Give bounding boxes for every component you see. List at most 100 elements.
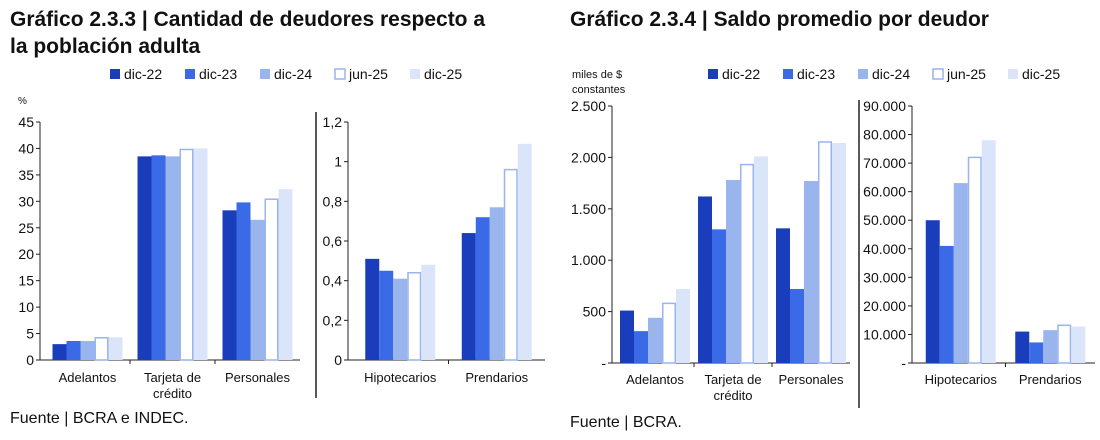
- chart-saldo-promedio: dic-22 dic-23 dic-24 jun-25 dic-25 miles de $…: [571, 66, 1095, 408]
- bar-dic-24: [804, 181, 818, 363]
- legend-label-dic-23: dic-23: [797, 66, 835, 82]
- x-tick-label: Tarjeta de: [144, 370, 201, 385]
- legend-label-dic-23: dic-23: [199, 66, 237, 82]
- bar-jun-25: [94, 337, 109, 361]
- legend-swatch-dic-22: [110, 69, 120, 79]
- figure-source: Fuente | BCRA e INDEC.: [10, 410, 189, 427]
- legend-label-dic-24: dic-24: [872, 66, 910, 82]
- y-tick-label: 50.000: [863, 212, 906, 228]
- legend-swatch-jun-25: [334, 68, 346, 80]
- x-tick-label: Hipotecarios: [925, 372, 998, 387]
- figure-title-line-1: Gráfico 2.3.3 | Cantidad de deudores res…: [10, 8, 486, 31]
- bar-jun-25: [503, 168, 518, 361]
- y-tick-label: 0: [26, 352, 34, 368]
- bar-dic-23: [790, 288, 804, 363]
- legend-label-dic-24: dic-24: [274, 66, 312, 82]
- y-tick-label: 0,8: [323, 193, 343, 209]
- y-tick-label: 30: [18, 193, 34, 209]
- x-tick-label: crédito: [713, 388, 752, 403]
- y-unit-label: %: [18, 96, 27, 107]
- legend-swatch-dic-24: [858, 69, 868, 79]
- figure-title-line-2: la población adulta: [10, 35, 201, 58]
- bar-dic-23: [66, 340, 81, 360]
- bar-dic-22: [137, 156, 152, 360]
- y-tick-label: 40: [18, 140, 34, 156]
- y-tick-label: 1.500: [571, 201, 606, 217]
- y-unit-label: miles de $: [572, 69, 622, 81]
- y-tick-label: 0,6: [323, 233, 343, 249]
- y-tick-label: 1,2: [323, 114, 343, 130]
- legend-swatch-dic-25: [1008, 69, 1018, 79]
- legend-label-dic-25: dic-25: [1022, 66, 1060, 82]
- y-tick-label: 20: [18, 246, 34, 262]
- figure-title: Gráfico 2.3.3 | Cantidad de deudores res…: [10, 6, 485, 60]
- figure-2-3-4: Gráfico 2.3.4 | Saldo promedio por deudo…: [560, 0, 1100, 440]
- y-tick-label: 35: [18, 167, 34, 183]
- bar-jun-25: [1057, 324, 1072, 364]
- bar-dic-23: [712, 229, 726, 363]
- legend-swatch-dic-23: [185, 69, 195, 79]
- legend-label-dic-25: dic-25: [424, 66, 462, 82]
- y-tick-label: 0,4: [323, 273, 343, 289]
- bar-jun-25: [407, 271, 422, 361]
- bar-dic-23: [379, 270, 394, 360]
- y-tick-label: 90.000: [863, 98, 906, 114]
- bar-dic-25: [278, 189, 293, 360]
- y-tick-label: 60.000: [863, 184, 906, 200]
- bar-jun-25: [740, 163, 754, 364]
- bar-dic-25: [981, 140, 996, 363]
- legend-swatch-dic-25: [410, 69, 420, 79]
- bar-dic-24: [726, 180, 740, 363]
- bar-dic-25: [754, 156, 768, 363]
- bar-dic-23: [236, 202, 251, 360]
- y-tick-label: 20.000: [863, 298, 906, 314]
- legend-label-dic-22: dic-22: [722, 66, 760, 82]
- bar-dic-25: [108, 337, 123, 360]
- x-tick-label: Personales: [225, 370, 291, 385]
- bar-dic-22: [1015, 331, 1030, 363]
- y-tick-label: -: [901, 355, 906, 371]
- y-tick-label: 30.000: [863, 269, 906, 285]
- bar-dic-22: [52, 344, 67, 360]
- bar-jun-25: [179, 148, 194, 361]
- y-tick-label: 45: [18, 114, 34, 130]
- bar-dic-22: [461, 233, 476, 360]
- legend-swatch-dic-24: [260, 69, 270, 79]
- bar-jun-25: [967, 156, 982, 364]
- bar-dic-25: [1071, 326, 1086, 363]
- x-tick-label: crédito: [153, 386, 192, 401]
- x-tick-label: Adelantos: [626, 372, 684, 387]
- y-tick-label: 2.500: [571, 98, 606, 114]
- y-tick-label: 500: [583, 304, 607, 320]
- bar-dic-24: [1043, 330, 1058, 363]
- bar-dic-22: [776, 228, 790, 363]
- bar-dic-24: [489, 207, 504, 360]
- bar-dic-23: [634, 331, 648, 363]
- chart-deudores: dic-22 dic-23 dic-24 jun-25 dic-25%051015202…: [18, 66, 545, 401]
- legend-label-jun-25: jun-25: [946, 66, 986, 82]
- y-tick-label: -: [601, 355, 606, 371]
- x-tick-label: Prendarios: [1019, 372, 1082, 387]
- bar-dic-25: [517, 143, 532, 360]
- bar-dic-22: [222, 210, 237, 360]
- y-tick-label: 10: [18, 299, 34, 315]
- bar-dic-22: [925, 220, 940, 363]
- bar-dic-25: [421, 264, 436, 360]
- bar-dic-24: [648, 317, 662, 363]
- figure-2-3-3: Gráfico 2.3.3 | Cantidad de deudores res…: [10, 6, 545, 427]
- x-tick-label: Tarjeta de: [704, 372, 761, 387]
- bar-dic-24: [165, 156, 180, 360]
- y-tick-label: 70.000: [863, 155, 906, 171]
- x-tick-label: Personales: [778, 372, 844, 387]
- y-tick-label: 5: [26, 326, 34, 342]
- legend-label-jun-25: jun-25: [348, 66, 388, 82]
- x-tick-label: Adelantos: [59, 370, 117, 385]
- bar-dic-22: [365, 258, 380, 360]
- bar-dic-24: [80, 340, 95, 360]
- y-tick-label: 80.000: [863, 127, 906, 143]
- x-tick-label: Prendarios: [465, 370, 528, 385]
- bar-jun-25: [662, 302, 676, 364]
- legend-swatch-dic-22: [708, 69, 718, 79]
- y-tick-label: 0,2: [323, 312, 343, 328]
- bar-dic-22: [620, 310, 634, 363]
